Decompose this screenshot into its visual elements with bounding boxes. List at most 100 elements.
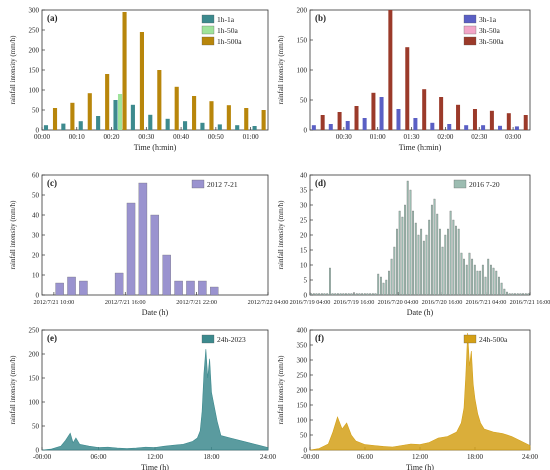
- bar-3h-500a: [523, 115, 528, 130]
- chart-panel-d: 0 5 10 15 20 25 30 35 40 2016/7/19 04:00 2016/7/19…: [277, 172, 550, 318]
- bar-2016-7-20: [379, 276, 382, 296]
- y-tick-label: 350: [297, 342, 308, 350]
- bar-2016-7-20: [337, 293, 339, 296]
- plot-frame: [41, 329, 269, 451]
- bar-2016-7-20: [323, 293, 326, 296]
- bar-2016-7-20: [412, 210, 415, 296]
- x-tick-label: 24:00: [260, 453, 276, 461]
- x-tick-label: 06:00: [91, 453, 107, 461]
- bar-3h-1a: [396, 109, 401, 130]
- y-tick-label: 250: [297, 372, 308, 380]
- bar-1h-1a: [235, 125, 240, 130]
- bar-2016-7-20: [430, 204, 433, 296]
- y-tick-label: 15: [300, 247, 308, 255]
- bar-3h-1a: [379, 97, 384, 130]
- bar-1h-500a: [139, 32, 144, 130]
- bar-2016-7-20: [366, 293, 369, 296]
- x-tick-label: 2016/7/20 16:00: [422, 299, 463, 306]
- legend-swatch: [463, 36, 477, 46]
- bar-2016-7-20: [428, 219, 431, 296]
- bar-3h-1a: [464, 125, 469, 130]
- legend-swatch: [201, 334, 215, 344]
- y-tick-label: 10: [300, 262, 308, 270]
- bar-2012-7-21: [174, 280, 183, 296]
- bar-2016-7-20: [409, 189, 412, 296]
- y-tick-label: 0: [36, 292, 40, 300]
- bar-1h-1a: [148, 114, 153, 130]
- x-axis-label: Time (h): [141, 463, 169, 470]
- legend-swatch: [201, 14, 215, 24]
- y-axis-label: rainfall intensity (mm/h): [9, 35, 17, 104]
- y-tick-label: 30: [32, 232, 40, 240]
- bar-2012-7-21: [162, 254, 171, 296]
- x-tick-label: 01:30: [404, 133, 420, 141]
- bar-1h-500a: [209, 101, 214, 130]
- bar-2016-7-20: [339, 293, 342, 296]
- bar-2016-7-20: [326, 293, 329, 296]
- bar-2016-7-20: [347, 293, 350, 296]
- bar-2016-7-20: [401, 216, 404, 296]
- bar-2016-7-20: [527, 293, 530, 296]
- bar-2016-7-20: [374, 293, 377, 296]
- bar-3h-1a: [328, 124, 333, 130]
- y-tick-label: 0: [304, 292, 308, 300]
- y-tick-label: 150: [29, 375, 40, 383]
- bar-1h-1a: [96, 116, 101, 130]
- bar-2016-7-20: [355, 293, 358, 296]
- x-tick-label: 00:10: [69, 133, 85, 141]
- bar-2016-7-20: [455, 225, 457, 296]
- x-tick-label: 01:00: [243, 133, 259, 141]
- bar-2016-7-20: [498, 276, 500, 296]
- area-24h-2023: [41, 349, 269, 451]
- legend-label: 1h-500a: [217, 37, 242, 46]
- x-axis-label: Date (h): [407, 308, 434, 317]
- legend-swatch: [201, 36, 215, 46]
- bar-2016-7-20: [492, 267, 495, 296]
- bar-2012-7-21: [126, 202, 136, 296]
- y-tick-label: 50: [300, 432, 308, 440]
- x-tick-label: 2012/7/21 10:00: [34, 299, 75, 306]
- bar-2016-7-20: [487, 258, 490, 296]
- y-tick-label: 50: [32, 192, 40, 200]
- bar-2012-7-21: [198, 280, 207, 296]
- x-axis-label: Time (h:min): [399, 143, 442, 152]
- bar-3h-1a: [447, 124, 452, 130]
- bar-1h-500a: [52, 108, 58, 130]
- bar-2016-7-20: [320, 293, 323, 296]
- x-tick-label: -00:00: [33, 453, 52, 461]
- bar-3h-1a: [362, 118, 367, 130]
- y-tick-label: 5: [304, 277, 308, 285]
- bar-2012-7-21: [210, 286, 219, 296]
- legend-label: 3h-500a: [479, 37, 504, 46]
- bar-3h-500a: [422, 89, 427, 130]
- bar-2016-7-20: [465, 264, 468, 296]
- bar-2012-7-21: [67, 276, 76, 296]
- bar-2016-7-20: [318, 293, 321, 296]
- bar-3h-1a: [311, 125, 316, 130]
- bar-2016-7-20: [522, 293, 525, 296]
- bar-2016-7-20: [388, 270, 390, 296]
- y-tick-label: 30: [300, 202, 308, 210]
- x-tick-label: 00:40: [173, 133, 189, 141]
- x-tick-label: 12:00: [412, 453, 428, 461]
- bar-2016-7-20: [508, 293, 511, 296]
- bar-2016-7-20: [444, 234, 447, 296]
- bar-2016-7-20: [331, 293, 334, 296]
- bar-3h-500a: [388, 10, 393, 130]
- y-tick-label: 150: [297, 402, 308, 410]
- legend-label: 3h-1a: [479, 15, 497, 24]
- x-tick-label: 2012/7/21 22:00: [176, 299, 217, 306]
- bar-3h-500a: [320, 115, 325, 130]
- y-tick-label: 150: [297, 37, 308, 45]
- bar-3h-500a: [456, 104, 461, 130]
- y-tick-label: 60: [32, 172, 40, 180]
- y-tick-label: 0: [304, 447, 308, 455]
- bar-3h-500a: [439, 97, 444, 130]
- panel-label: (e): [47, 333, 57, 343]
- legend-label: 1h-1a: [217, 15, 235, 24]
- bar-1h-500a: [226, 105, 231, 130]
- bar-2016-7-20: [353, 293, 355, 296]
- bar-1h-500a: [70, 102, 75, 130]
- bar-2016-7-20: [385, 279, 388, 296]
